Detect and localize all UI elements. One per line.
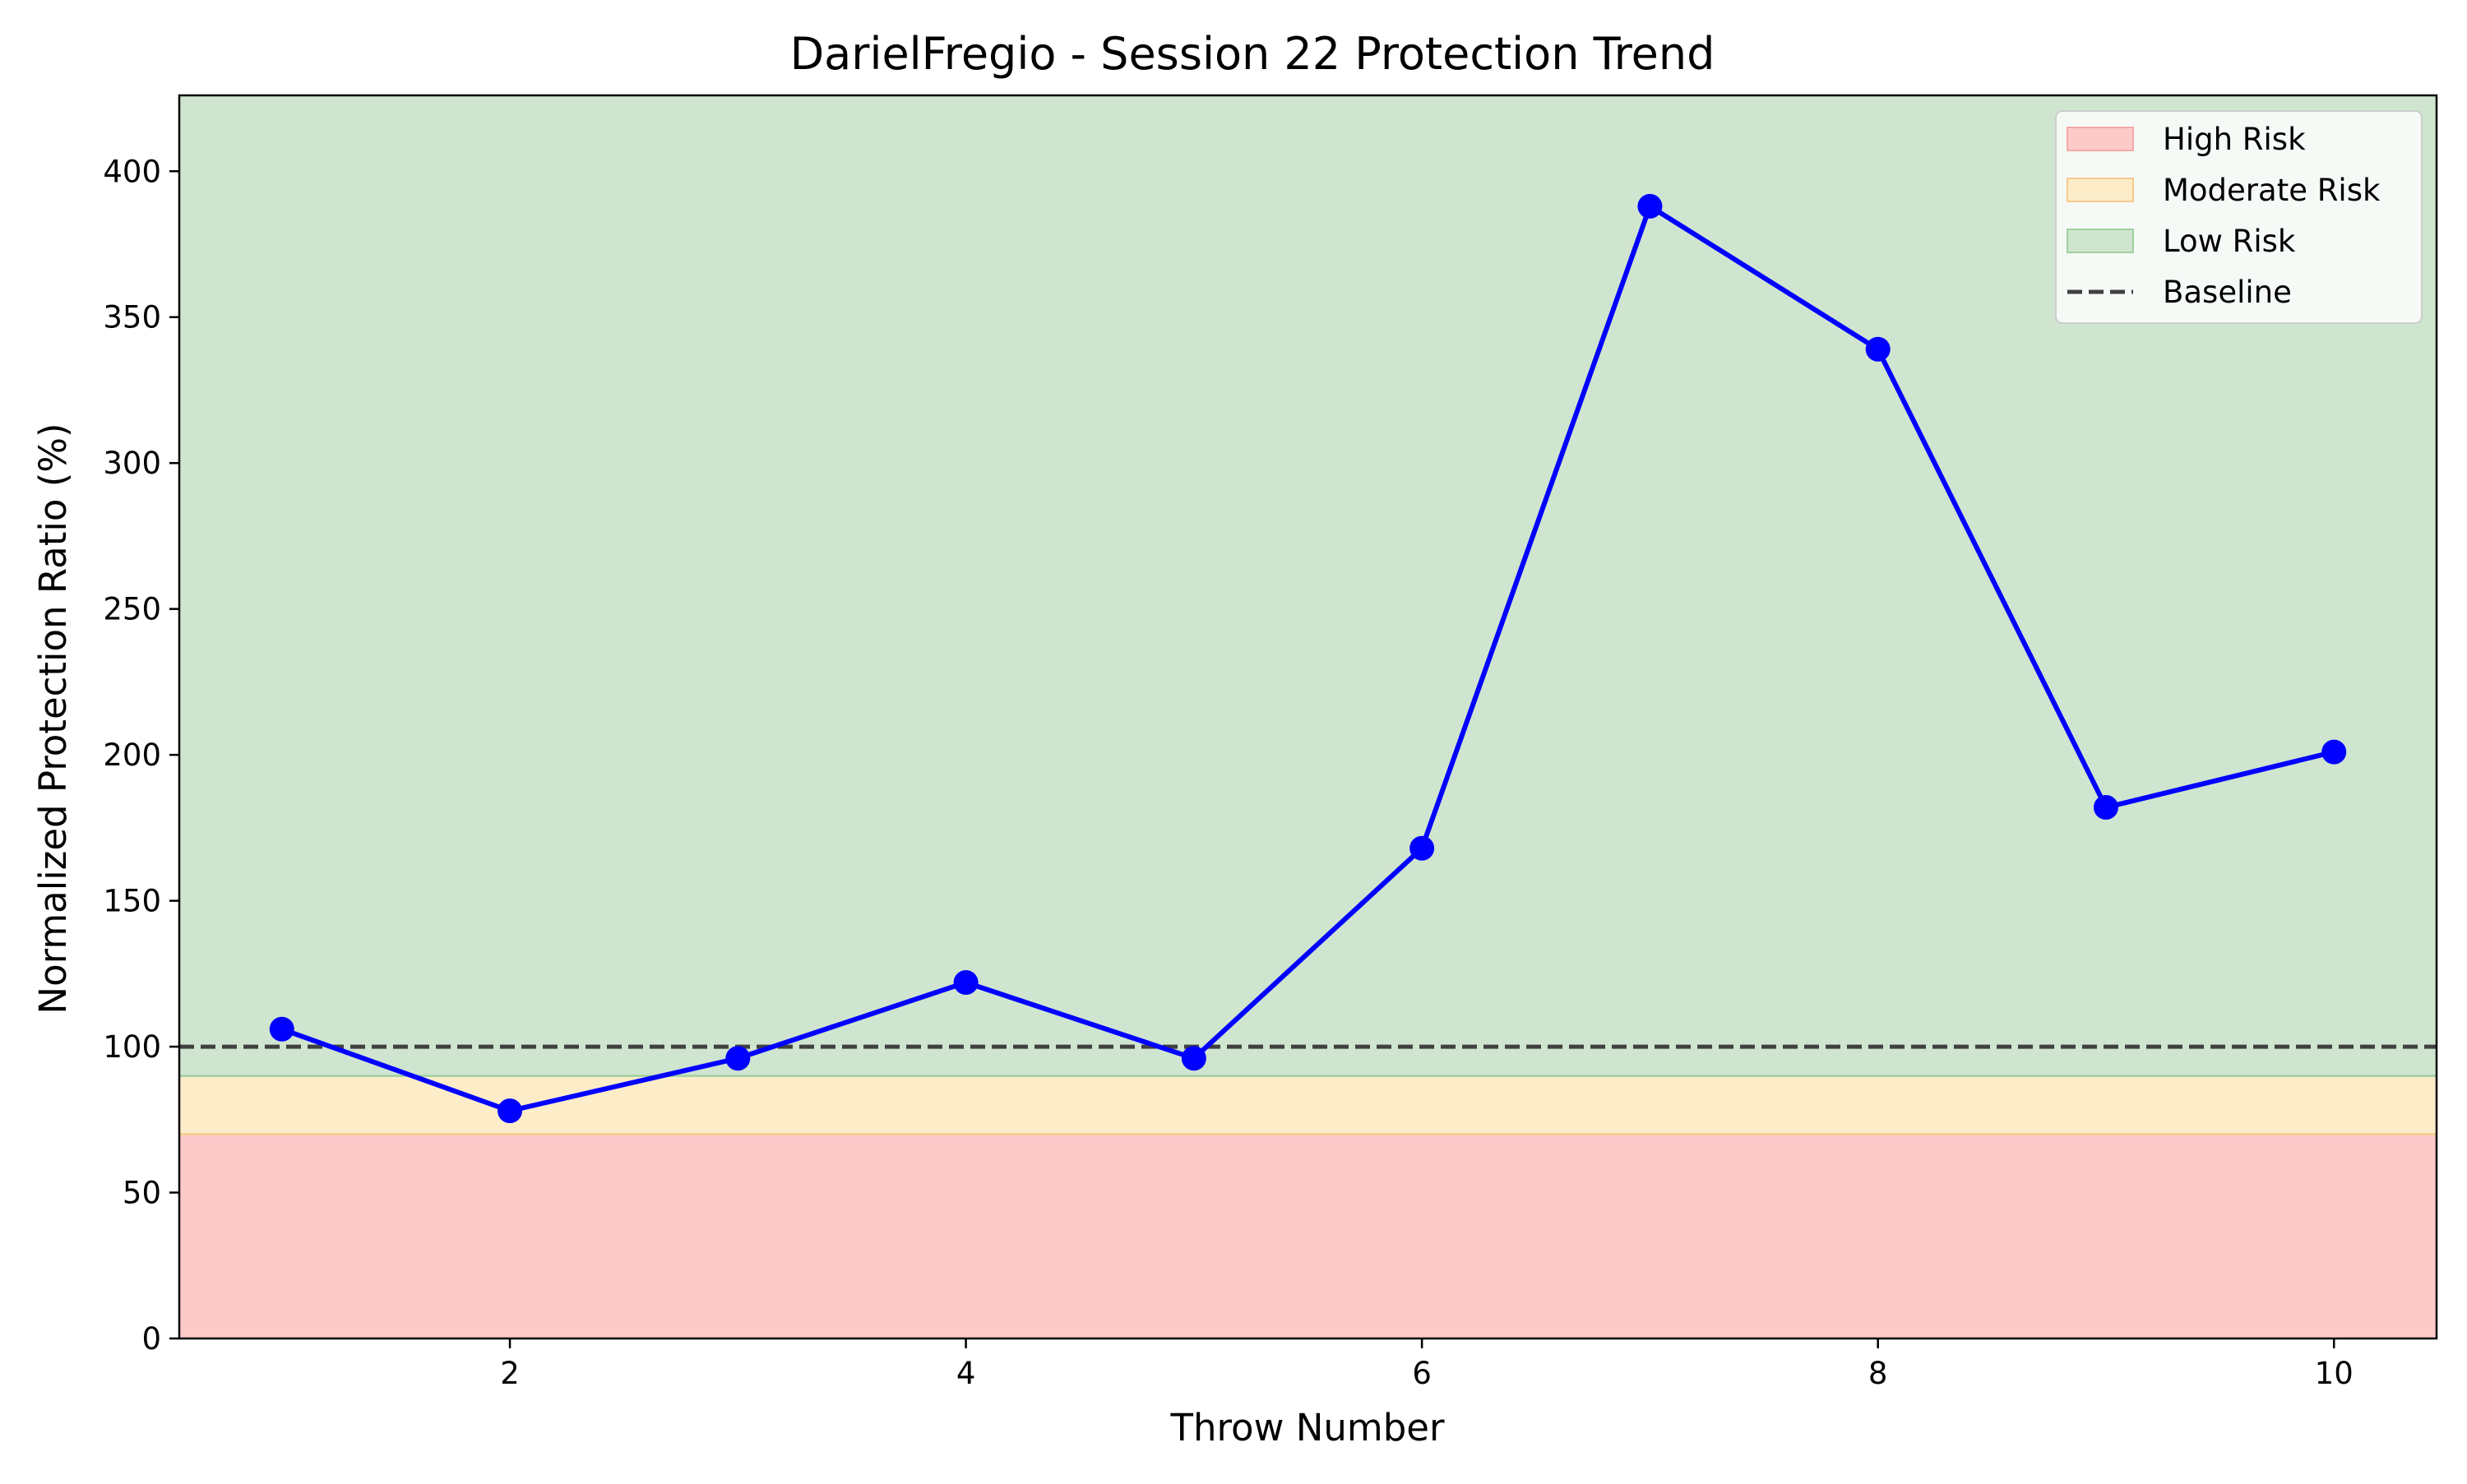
legend-label-moderate-risk: Moderate Risk — [2163, 173, 2381, 208]
y-tick-label: 50 — [123, 1176, 161, 1211]
data-point — [2093, 795, 2118, 821]
legend-label-baseline: Baseline — [2163, 275, 2292, 310]
data-point — [1637, 193, 1663, 219]
data-point — [725, 1046, 751, 1071]
data-point — [1181, 1046, 1206, 1071]
data-point — [1409, 835, 1435, 861]
x-axis: 2 4 6 8 10 — [500, 1338, 2354, 1391]
x-axis-label: Throw Number — [1170, 1406, 1445, 1449]
chart-title: DarielFregio - Session 22 Protection Tre… — [790, 28, 1715, 80]
legend-box — [2055, 110, 2423, 324]
y-tick-label: 150 — [103, 884, 161, 919]
data-point — [269, 1016, 294, 1042]
data-point — [2321, 739, 2347, 765]
y-axis-label: Normalized Protection Ratio (%) — [31, 423, 75, 1014]
y-tick-label: 200 — [103, 737, 161, 773]
y-tick-label: 0 — [141, 1321, 161, 1357]
y-tick-label: 100 — [103, 1029, 161, 1065]
x-tick-label: 8 — [1868, 1356, 1888, 1391]
legend-label-low-risk: Low Risk — [2163, 224, 2296, 259]
legend-label-high-risk: High Risk — [2163, 122, 2306, 157]
x-tick-label: 10 — [2315, 1356, 2354, 1391]
y-tick-label: 250 — [103, 592, 161, 627]
y-tick-label: 400 — [103, 154, 161, 189]
band-high-risk — [179, 1134, 2437, 1338]
series-layer — [269, 193, 2347, 1124]
y-tick-label: 350 — [103, 300, 161, 335]
y-axis: 0 50 100 150 200 250 300 350 400 — [103, 154, 179, 1357]
legend-swatch-low-risk — [2067, 229, 2134, 253]
data-point — [953, 969, 979, 995]
x-tick-label: 6 — [1412, 1356, 1432, 1391]
legend: High Risk Moderate Risk Low Risk Baseline — [2055, 110, 2423, 324]
data-point — [498, 1098, 523, 1124]
plot-frame — [178, 94, 2438, 1340]
legend-swatch-high-risk — [2067, 127, 2134, 151]
data-point — [1865, 336, 1891, 362]
x-tick-label: 4 — [956, 1356, 976, 1391]
legend-swatch-moderate-risk — [2067, 178, 2134, 202]
series-line — [280, 203, 2335, 1114]
y-tick-label: 300 — [103, 446, 161, 481]
x-tick-label: 2 — [500, 1356, 520, 1391]
band-moderate-risk — [179, 1075, 2437, 1135]
